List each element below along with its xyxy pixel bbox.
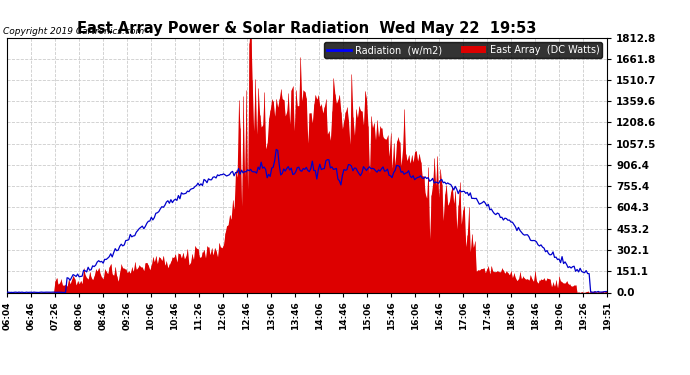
Legend: Radiation  (w/m2), East Array  (DC Watts): Radiation (w/m2), East Array (DC Watts) [324,42,602,58]
Title: East Array Power & Solar Radiation  Wed May 22  19:53: East Array Power & Solar Radiation Wed M… [77,21,537,36]
Text: Copyright 2019 Cartronics.com: Copyright 2019 Cartronics.com [3,27,145,36]
